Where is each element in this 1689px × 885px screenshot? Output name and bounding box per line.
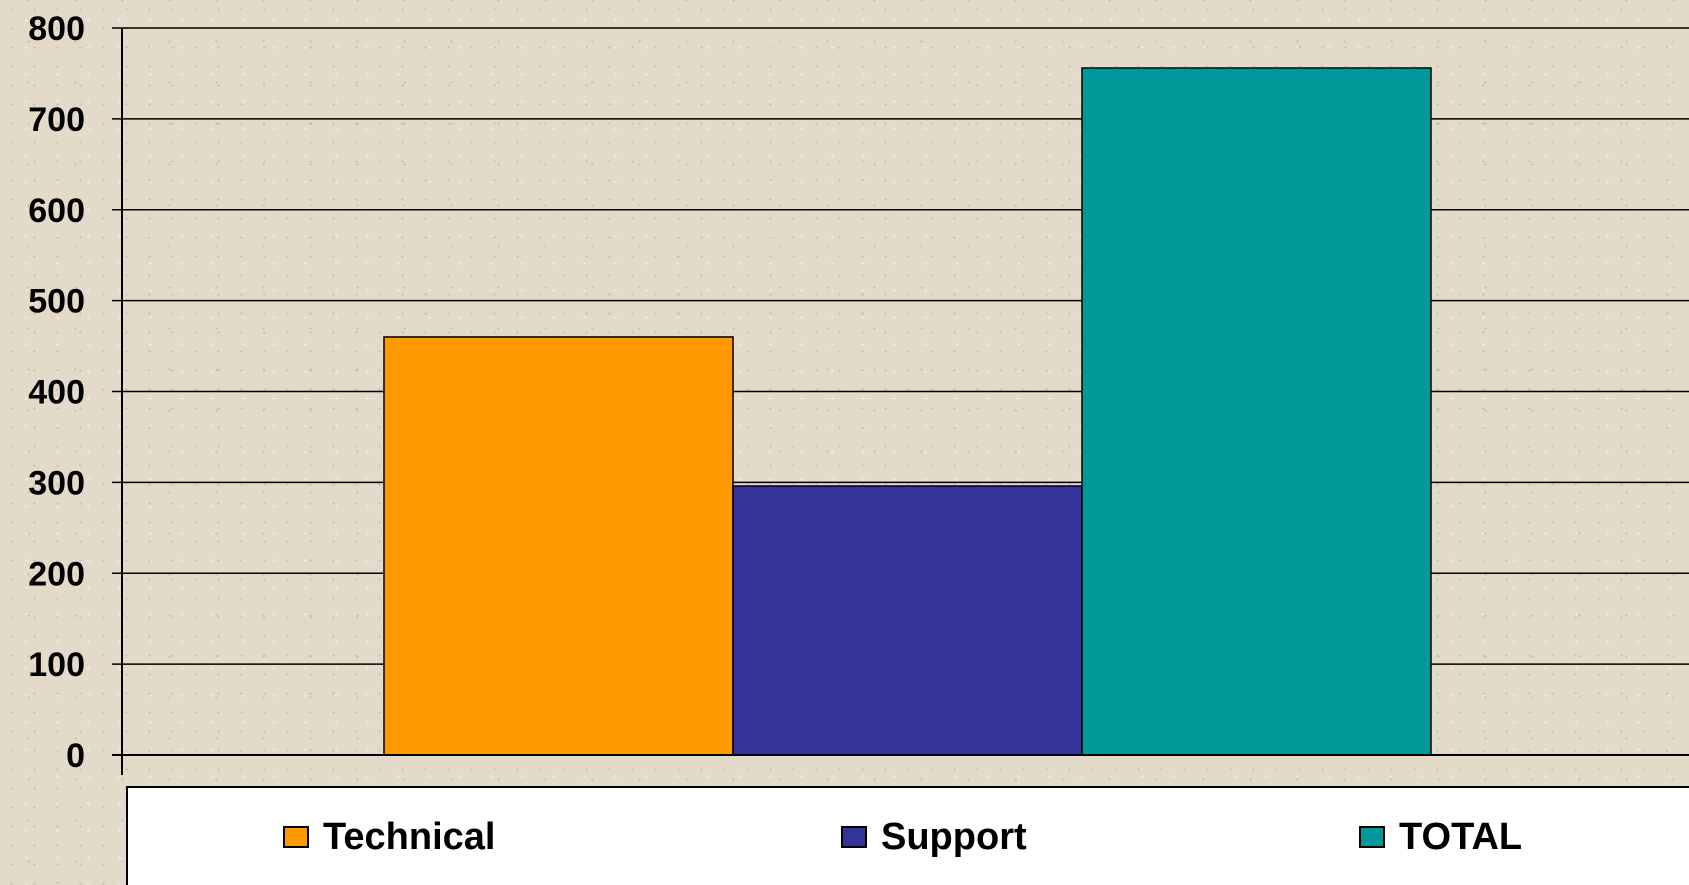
y-tick-label: 700 xyxy=(28,101,85,139)
legend-swatch-technical xyxy=(283,826,309,848)
legend-item-support: Support xyxy=(841,815,1027,859)
y-tick-label: 100 xyxy=(28,646,85,684)
y-tick-label: 300 xyxy=(28,464,85,502)
gridlines xyxy=(112,27,1689,756)
legend-item-technical: Technical xyxy=(283,815,495,859)
legend-label-total: TOTAL xyxy=(1399,815,1523,858)
bar-total xyxy=(1081,67,1432,756)
y-tick-label: 800 xyxy=(28,10,85,48)
bars xyxy=(383,67,1432,756)
y-tick-label: 200 xyxy=(28,555,85,593)
axes xyxy=(112,28,1689,775)
y-tick-label: 400 xyxy=(28,374,85,412)
y-axis-tick-labels: 0 100 200 300 400 500 600 700 800 xyxy=(28,10,85,775)
legend-item-total: TOTAL xyxy=(1359,815,1522,859)
bar-technical xyxy=(383,336,734,756)
y-tick-label: 500 xyxy=(28,283,85,321)
bar-support xyxy=(732,485,1083,756)
bar-chart: 0 100 200 300 400 500 600 700 800 xyxy=(28,10,1689,775)
legend-swatch-total xyxy=(1359,826,1385,848)
legend-swatch-support xyxy=(841,826,867,848)
legend: Technical Support TOTAL xyxy=(126,786,1689,885)
legend-label-support: Support xyxy=(881,815,1027,858)
y-tick-label: 0 xyxy=(66,737,85,775)
legend-label-technical: Technical xyxy=(323,815,496,858)
y-tick-label: 600 xyxy=(28,192,85,230)
